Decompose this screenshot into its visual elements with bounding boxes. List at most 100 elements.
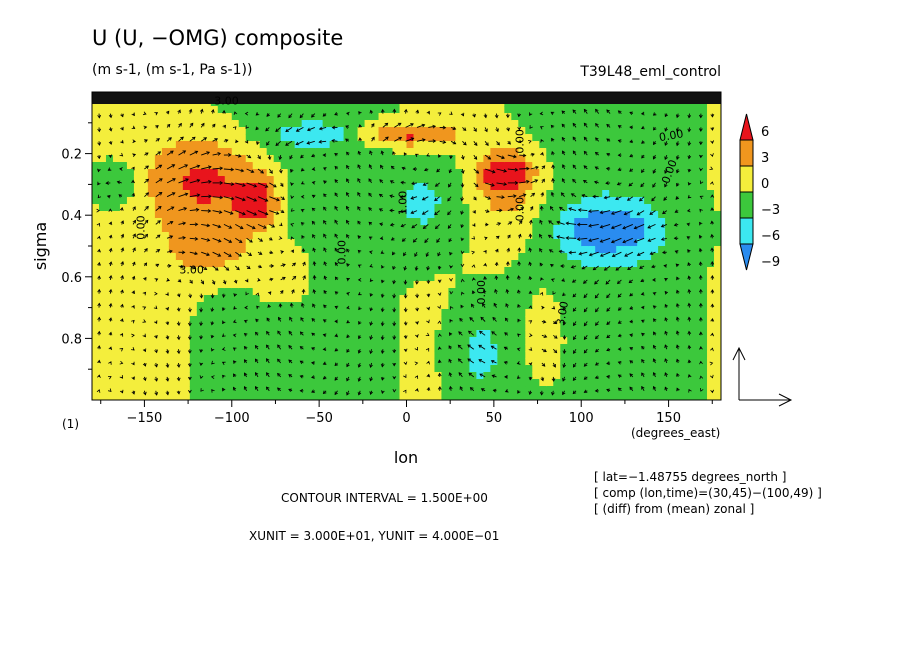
field-cell xyxy=(372,316,380,324)
field-cell xyxy=(197,239,205,247)
field-cell xyxy=(239,113,247,121)
field-cell xyxy=(162,204,170,212)
field-cell xyxy=(553,176,561,184)
field-cell xyxy=(218,134,226,142)
field-cell xyxy=(232,134,240,142)
field-cell xyxy=(651,176,659,184)
field-cell xyxy=(714,274,722,282)
field-cell xyxy=(420,302,428,310)
field-cell xyxy=(679,365,687,373)
field-cell xyxy=(134,127,142,135)
field-cell xyxy=(476,197,484,205)
field-cell xyxy=(532,393,540,401)
field-cell xyxy=(218,169,226,177)
field-cell xyxy=(295,134,303,142)
field-cell xyxy=(134,176,142,184)
field-cell xyxy=(113,197,121,205)
field-cell xyxy=(99,379,107,387)
field-cell xyxy=(295,176,303,184)
field-cell xyxy=(658,295,666,303)
field-cell xyxy=(295,106,303,114)
field-cell xyxy=(358,127,366,135)
field-cell xyxy=(553,141,561,149)
field-cell xyxy=(679,113,687,121)
field-cell xyxy=(190,330,198,338)
field-cell xyxy=(623,288,631,296)
field-cell xyxy=(197,211,205,219)
field-cell xyxy=(455,260,463,268)
field-cell xyxy=(581,316,589,324)
field-cell xyxy=(483,232,491,240)
field-cell xyxy=(455,232,463,240)
field-cell xyxy=(539,281,547,289)
field-cell xyxy=(351,323,359,331)
field-cell xyxy=(120,323,128,331)
field-cell xyxy=(400,148,408,156)
field-cell xyxy=(504,309,512,317)
field-cell xyxy=(553,281,561,289)
field-cell xyxy=(386,267,394,275)
field-cell xyxy=(134,330,142,338)
field-cell xyxy=(148,372,156,380)
field-cell xyxy=(602,288,610,296)
field-cell xyxy=(490,239,498,247)
field-cell xyxy=(630,176,638,184)
field-cell xyxy=(183,358,191,366)
field-cell xyxy=(316,393,324,401)
field-cell xyxy=(623,148,631,156)
field-cell xyxy=(148,281,156,289)
field-cell xyxy=(155,281,163,289)
field-cell xyxy=(99,365,107,373)
field-cell xyxy=(483,337,491,345)
field-cell xyxy=(295,162,303,170)
field-cell xyxy=(700,309,708,317)
field-cell xyxy=(232,162,240,170)
field-cell xyxy=(351,183,359,191)
field-cell xyxy=(623,379,631,387)
field-cell xyxy=(127,295,135,303)
field-cell xyxy=(644,365,652,373)
field-cell xyxy=(476,253,484,261)
field-cell xyxy=(197,246,205,254)
field-cell xyxy=(588,183,596,191)
field-cell xyxy=(393,113,401,121)
field-cell xyxy=(106,218,114,226)
field-cell xyxy=(134,162,142,170)
field-cell xyxy=(539,295,547,303)
field-cell xyxy=(204,295,212,303)
field-cell xyxy=(644,372,652,380)
field-cell xyxy=(274,337,282,345)
field-cell xyxy=(253,365,261,373)
field-cell xyxy=(588,267,596,275)
field-cell xyxy=(679,176,687,184)
field-cell xyxy=(386,309,394,317)
field-cell xyxy=(602,351,610,359)
field-cell xyxy=(183,211,191,219)
field-cell xyxy=(337,162,345,170)
field-cell xyxy=(295,365,303,373)
field-cell xyxy=(434,344,442,352)
field-cell xyxy=(225,225,233,233)
field-cell xyxy=(553,211,561,219)
field-cell xyxy=(379,253,387,261)
field-cell xyxy=(106,232,114,240)
field-cell xyxy=(476,393,484,401)
field-cell xyxy=(483,106,491,114)
field-cell xyxy=(323,106,331,114)
field-cell xyxy=(316,211,324,219)
field-cell xyxy=(525,225,533,233)
field-cell xyxy=(707,141,715,149)
field-cell xyxy=(616,323,624,331)
field-cell xyxy=(281,379,289,387)
field-cell xyxy=(539,393,547,401)
field-cell xyxy=(239,365,247,373)
field-cell xyxy=(476,239,484,247)
field-cell xyxy=(134,344,142,352)
field-cell xyxy=(511,393,519,401)
field-cell xyxy=(686,141,694,149)
field-cell xyxy=(372,169,380,177)
field-cell xyxy=(141,288,149,296)
field-cell xyxy=(455,155,463,163)
field-cell xyxy=(679,274,687,282)
field-cell xyxy=(602,337,610,345)
